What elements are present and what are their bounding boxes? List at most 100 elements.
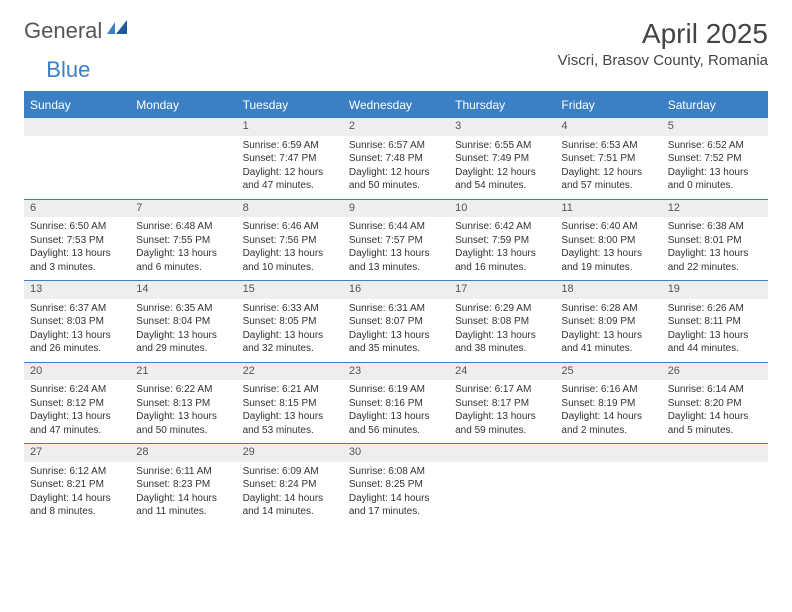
day-content-cell: Sunrise: 6:55 AMSunset: 7:49 PMDaylight:… — [449, 136, 555, 200]
day-number-cell: 24 — [449, 362, 555, 380]
sunrise-line: Sunrise: 6:59 AM — [243, 139, 337, 153]
day-number-cell: 20 — [24, 362, 130, 380]
day-content-cell — [24, 136, 130, 200]
day-content-cell: Sunrise: 6:29 AMSunset: 8:08 PMDaylight:… — [449, 299, 555, 363]
daynum-row: 12345 — [24, 118, 768, 136]
daylight-line: Daylight: 14 hours and 17 minutes. — [349, 492, 443, 519]
day-content-cell: Sunrise: 6:40 AMSunset: 8:00 PMDaylight:… — [555, 217, 661, 281]
day-header: Monday — [130, 93, 236, 118]
day-content-cell: Sunrise: 6:22 AMSunset: 8:13 PMDaylight:… — [130, 380, 236, 444]
calendar-body: 12345Sunrise: 6:59 AMSunset: 7:47 PMDayl… — [24, 118, 768, 525]
location-text: Viscri, Brasov County, Romania — [558, 52, 768, 69]
day-number-cell — [555, 444, 661, 462]
day-content-cell: Sunrise: 6:24 AMSunset: 8:12 PMDaylight:… — [24, 380, 130, 444]
day-header: Friday — [555, 93, 661, 118]
day-content-cell: Sunrise: 6:21 AMSunset: 8:15 PMDaylight:… — [237, 380, 343, 444]
daylight-line: Daylight: 13 hours and 0 minutes. — [668, 166, 762, 193]
day-header: Thursday — [449, 93, 555, 118]
day-number-cell: 10 — [449, 199, 555, 217]
day-content-cell — [449, 462, 555, 525]
day-number-cell — [24, 118, 130, 136]
sunset-line: Sunset: 8:13 PM — [136, 397, 230, 411]
daylight-line: Daylight: 13 hours and 10 minutes. — [243, 247, 337, 274]
daylight-line: Daylight: 13 hours and 47 minutes. — [30, 410, 124, 437]
day-number-cell: 4 — [555, 118, 661, 136]
daynum-row: 6789101112 — [24, 199, 768, 217]
day-number-cell: 17 — [449, 281, 555, 299]
daylight-line: Daylight: 14 hours and 2 minutes. — [561, 410, 655, 437]
sunrise-line: Sunrise: 6:38 AM — [668, 220, 762, 234]
day-number-cell: 15 — [237, 281, 343, 299]
daylight-line: Daylight: 13 hours and 59 minutes. — [455, 410, 549, 437]
sunset-line: Sunset: 7:52 PM — [668, 152, 762, 166]
sunrise-line: Sunrise: 6:42 AM — [455, 220, 549, 234]
sunset-line: Sunset: 7:53 PM — [30, 234, 124, 248]
day-content-cell: Sunrise: 6:48 AMSunset: 7:55 PMDaylight:… — [130, 217, 236, 281]
sunset-line: Sunset: 8:05 PM — [243, 315, 337, 329]
day-number-cell: 18 — [555, 281, 661, 299]
daylight-line: Daylight: 13 hours and 3 minutes. — [30, 247, 124, 274]
sunset-line: Sunset: 7:47 PM — [243, 152, 337, 166]
sunset-line: Sunset: 8:15 PM — [243, 397, 337, 411]
day-number-cell: 29 — [237, 444, 343, 462]
day-content-cell: Sunrise: 6:53 AMSunset: 7:51 PMDaylight:… — [555, 136, 661, 200]
sunrise-line: Sunrise: 6:31 AM — [349, 302, 443, 316]
day-content-cell: Sunrise: 6:42 AMSunset: 7:59 PMDaylight:… — [449, 217, 555, 281]
daylight-line: Daylight: 13 hours and 22 minutes. — [668, 247, 762, 274]
logo-word2: Blue — [46, 57, 90, 83]
logo: General — [24, 18, 131, 44]
day-number-cell: 19 — [662, 281, 768, 299]
day-number-cell: 23 — [343, 362, 449, 380]
day-content-cell: Sunrise: 6:57 AMSunset: 7:48 PMDaylight:… — [343, 136, 449, 200]
daylight-line: Daylight: 13 hours and 53 minutes. — [243, 410, 337, 437]
day-number-cell — [130, 118, 236, 136]
content-row: Sunrise: 6:37 AMSunset: 8:03 PMDaylight:… — [24, 299, 768, 363]
daynum-row: 27282930 — [24, 444, 768, 462]
sunset-line: Sunset: 8:00 PM — [561, 234, 655, 248]
sunset-line: Sunset: 8:23 PM — [136, 478, 230, 492]
daylight-line: Daylight: 13 hours and 19 minutes. — [561, 247, 655, 274]
day-number-cell: 12 — [662, 199, 768, 217]
sunset-line: Sunset: 8:08 PM — [455, 315, 549, 329]
daylight-line: Daylight: 13 hours and 41 minutes. — [561, 329, 655, 356]
content-row: Sunrise: 6:59 AMSunset: 7:47 PMDaylight:… — [24, 136, 768, 200]
sunrise-line: Sunrise: 6:37 AM — [30, 302, 124, 316]
sunrise-line: Sunrise: 6:44 AM — [349, 220, 443, 234]
day-content-cell — [662, 462, 768, 525]
sunrise-line: Sunrise: 6:19 AM — [349, 383, 443, 397]
day-content-cell: Sunrise: 6:08 AMSunset: 8:25 PMDaylight:… — [343, 462, 449, 525]
daylight-line: Daylight: 13 hours and 56 minutes. — [349, 410, 443, 437]
sunrise-line: Sunrise: 6:21 AM — [243, 383, 337, 397]
day-number-cell: 7 — [130, 199, 236, 217]
day-number-cell: 30 — [343, 444, 449, 462]
daylight-line: Daylight: 14 hours and 14 minutes. — [243, 492, 337, 519]
sunrise-line: Sunrise: 6:33 AM — [243, 302, 337, 316]
day-content-cell: Sunrise: 6:26 AMSunset: 8:11 PMDaylight:… — [662, 299, 768, 363]
day-number-cell: 16 — [343, 281, 449, 299]
sunrise-line: Sunrise: 6:57 AM — [349, 139, 443, 153]
sunset-line: Sunset: 8:09 PM — [561, 315, 655, 329]
content-row: Sunrise: 6:12 AMSunset: 8:21 PMDaylight:… — [24, 462, 768, 525]
daylight-line: Daylight: 12 hours and 47 minutes. — [243, 166, 337, 193]
sunrise-line: Sunrise: 6:28 AM — [561, 302, 655, 316]
sunrise-line: Sunrise: 6:22 AM — [136, 383, 230, 397]
daylight-line: Daylight: 12 hours and 54 minutes. — [455, 166, 549, 193]
sunset-line: Sunset: 7:55 PM — [136, 234, 230, 248]
day-number-cell: 13 — [24, 281, 130, 299]
day-number-cell: 2 — [343, 118, 449, 136]
daylight-line: Daylight: 13 hours and 50 minutes. — [136, 410, 230, 437]
daynum-row: 20212223242526 — [24, 362, 768, 380]
sunset-line: Sunset: 7:56 PM — [243, 234, 337, 248]
sunset-line: Sunset: 8:07 PM — [349, 315, 443, 329]
daylight-line: Daylight: 13 hours and 32 minutes. — [243, 329, 337, 356]
day-content-cell: Sunrise: 6:12 AMSunset: 8:21 PMDaylight:… — [24, 462, 130, 525]
sunset-line: Sunset: 7:59 PM — [455, 234, 549, 248]
sunset-line: Sunset: 8:12 PM — [30, 397, 124, 411]
day-content-cell: Sunrise: 6:28 AMSunset: 8:09 PMDaylight:… — [555, 299, 661, 363]
sunrise-line: Sunrise: 6:26 AM — [668, 302, 762, 316]
day-content-cell — [555, 462, 661, 525]
day-content-cell: Sunrise: 6:44 AMSunset: 7:57 PMDaylight:… — [343, 217, 449, 281]
sunset-line: Sunset: 7:49 PM — [455, 152, 549, 166]
sunrise-line: Sunrise: 6:17 AM — [455, 383, 549, 397]
title-block: April 2025 Viscri, Brasov County, Romani… — [558, 18, 768, 69]
